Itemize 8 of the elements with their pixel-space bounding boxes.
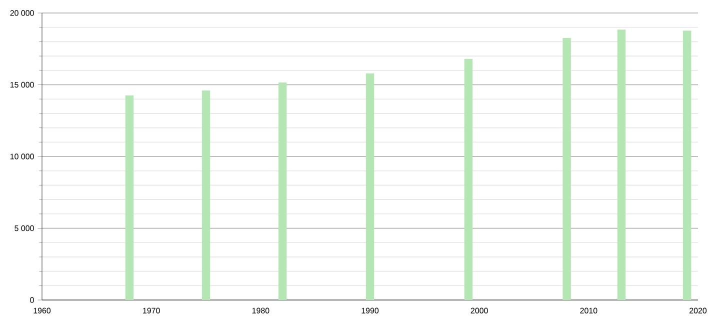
bar: [278, 82, 287, 300]
bar: [366, 73, 374, 300]
bar: [202, 90, 210, 300]
bar: [682, 30, 692, 300]
bar: [464, 58, 473, 300]
bar: [562, 38, 571, 300]
bar: [617, 30, 626, 300]
bar: [125, 95, 134, 300]
